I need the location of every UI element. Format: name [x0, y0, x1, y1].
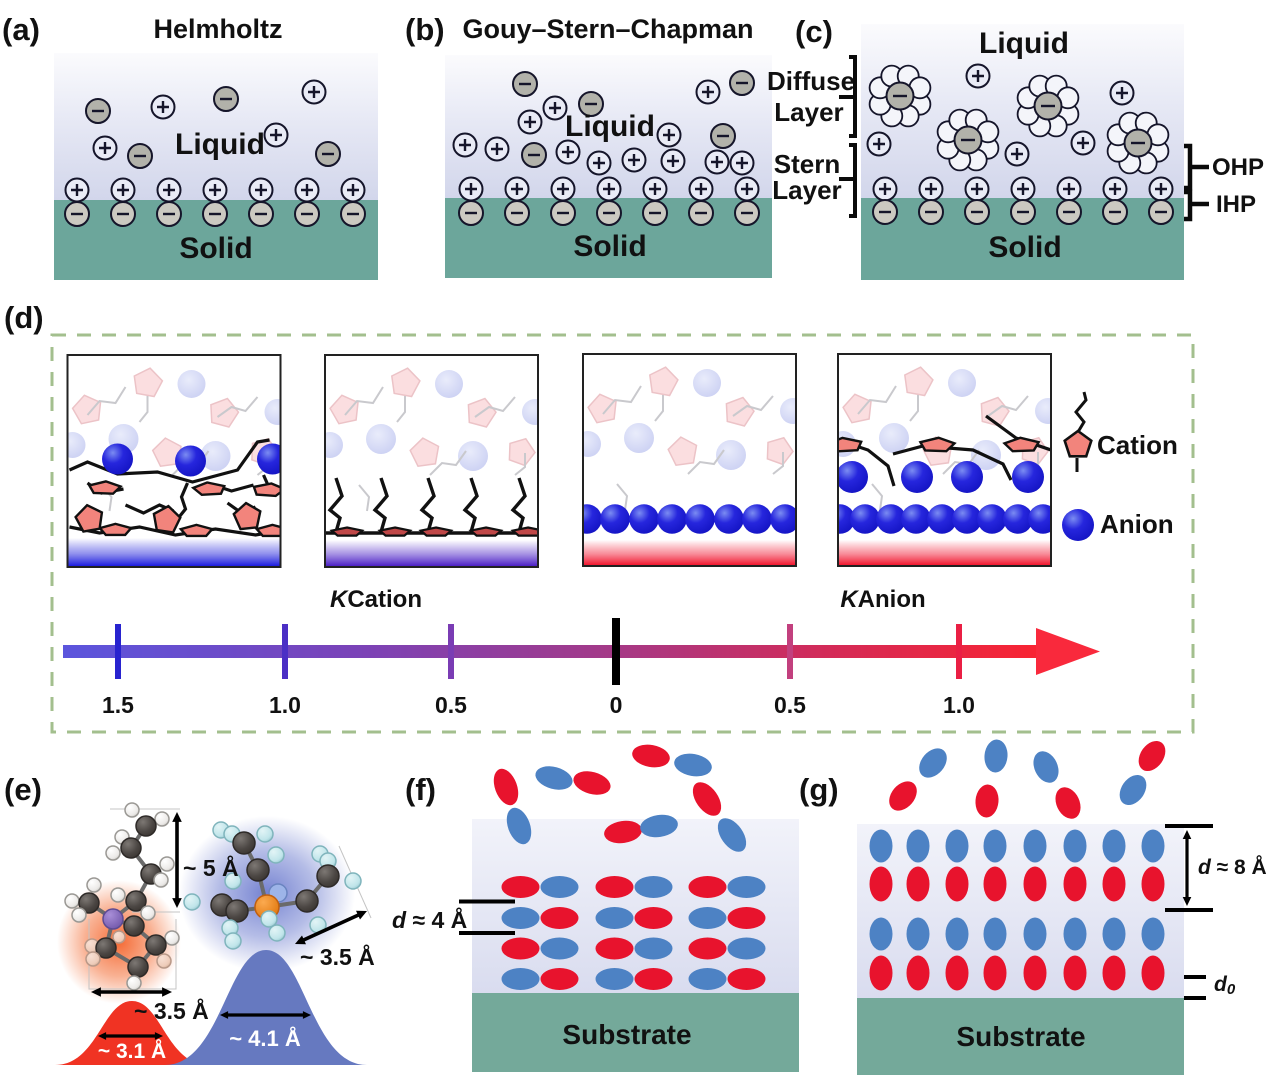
svg-text:Gouy–Stern–Chapman: Gouy–Stern–Chapman: [462, 14, 753, 44]
svg-text:Stern: Stern: [774, 149, 840, 179]
svg-text:KCation: KCation: [330, 586, 422, 613]
svg-text:Solid: Solid: [179, 232, 252, 265]
svg-text:Solid: Solid: [573, 230, 646, 263]
svg-text:IHP: IHP: [1216, 191, 1256, 218]
svg-text:Cation: Cation: [1097, 430, 1178, 460]
svg-text:1.0: 1.0: [269, 692, 301, 718]
svg-text:Substrate: Substrate: [562, 1019, 691, 1050]
svg-text:Layer: Layer: [774, 97, 843, 127]
svg-text:(c): (c): [795, 14, 833, 49]
svg-text:(b): (b): [405, 12, 445, 47]
svg-text:Substrate: Substrate: [956, 1021, 1085, 1052]
svg-text:OHP: OHP: [1212, 154, 1264, 181]
svg-text:(g): (g): [799, 772, 839, 807]
svg-text:0.5: 0.5: [435, 692, 467, 718]
svg-text:Layer: Layer: [772, 175, 841, 205]
svg-text:(e): (e): [4, 772, 42, 807]
svg-text:~ 3.5 Å: ~ 3.5 Å: [300, 943, 375, 970]
svg-text:d0: d0: [1214, 973, 1236, 998]
svg-text:Liquid: Liquid: [979, 27, 1069, 60]
svg-text:d ≈ 8 Å: d ≈ 8 Å: [1198, 855, 1267, 879]
svg-text:~ 4.1 Å: ~ 4.1 Å: [229, 1025, 301, 1051]
svg-text:(a): (a): [2, 12, 40, 47]
svg-text:~ 5 Å: ~ 5 Å: [183, 854, 239, 881]
svg-text:Liquid: Liquid: [565, 110, 655, 143]
svg-text:Diffuse: Diffuse: [767, 66, 855, 96]
svg-text:Anion: Anion: [1100, 509, 1174, 539]
svg-text:Solid: Solid: [988, 231, 1061, 264]
svg-text:d ≈ 4 Å: d ≈ 4 Å: [392, 906, 467, 933]
svg-text:Liquid: Liquid: [175, 128, 265, 161]
svg-text:~ 3.5 Å: ~ 3.5 Å: [134, 997, 209, 1024]
svg-text:~ 3.1 Å: ~ 3.1 Å: [98, 1039, 166, 1063]
svg-text:1.0: 1.0: [943, 692, 975, 718]
svg-text:Helmholtz: Helmholtz: [153, 14, 282, 44]
svg-text:0: 0: [610, 692, 623, 718]
svg-text:0.5: 0.5: [774, 692, 806, 718]
svg-text:KAnion: KAnion: [840, 586, 925, 613]
svg-text:(f): (f): [405, 772, 436, 807]
svg-text:(d): (d): [4, 300, 44, 335]
svg-text:1.5: 1.5: [102, 692, 134, 718]
